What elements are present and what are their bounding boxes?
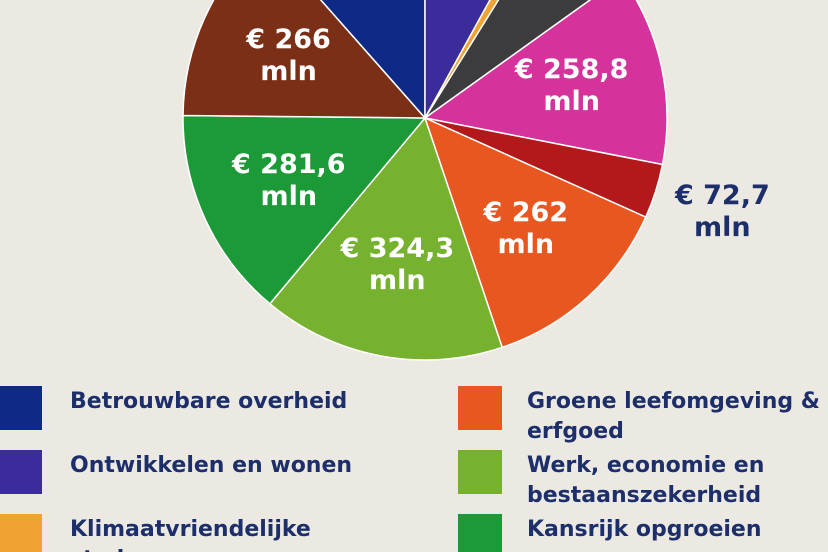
slice-label: € 266 mln — [246, 23, 331, 87]
legend-label: Klimaatvriendelijke stad — [70, 517, 311, 552]
pie-slice — [182, 0, 427, 119]
legend-label: Kansrijk opgroeien — [527, 517, 762, 542]
pie-slice — [182, 114, 427, 305]
pie-slice — [423, 0, 668, 166]
legend-swatch — [0, 450, 42, 494]
slice-label: € 72,7 mln — [674, 180, 770, 244]
legend-swatch — [0, 386, 42, 430]
legend-swatch — [458, 386, 502, 430]
legend-swatch — [458, 450, 502, 494]
pie-slice — [268, 116, 504, 361]
slice-label: € 258,8 mln — [514, 54, 629, 118]
slice-label: € 281,6 mln — [231, 148, 346, 212]
legend-label: Werk, economie en bestaanszekerheid — [527, 453, 765, 508]
pie-slice — [423, 116, 647, 349]
legend-label: Betrouwbare overheid — [70, 389, 348, 414]
legend-swatch — [0, 514, 42, 552]
slice-label: € 324,3 mln — [340, 233, 455, 297]
slice-label: € 262 mln — [483, 197, 569, 261]
legend-label: Groene leefomgeving & erfgoed — [527, 389, 820, 444]
legend-swatch — [458, 514, 502, 552]
legend-label: Ontwikkelen en wonen — [70, 453, 353, 478]
